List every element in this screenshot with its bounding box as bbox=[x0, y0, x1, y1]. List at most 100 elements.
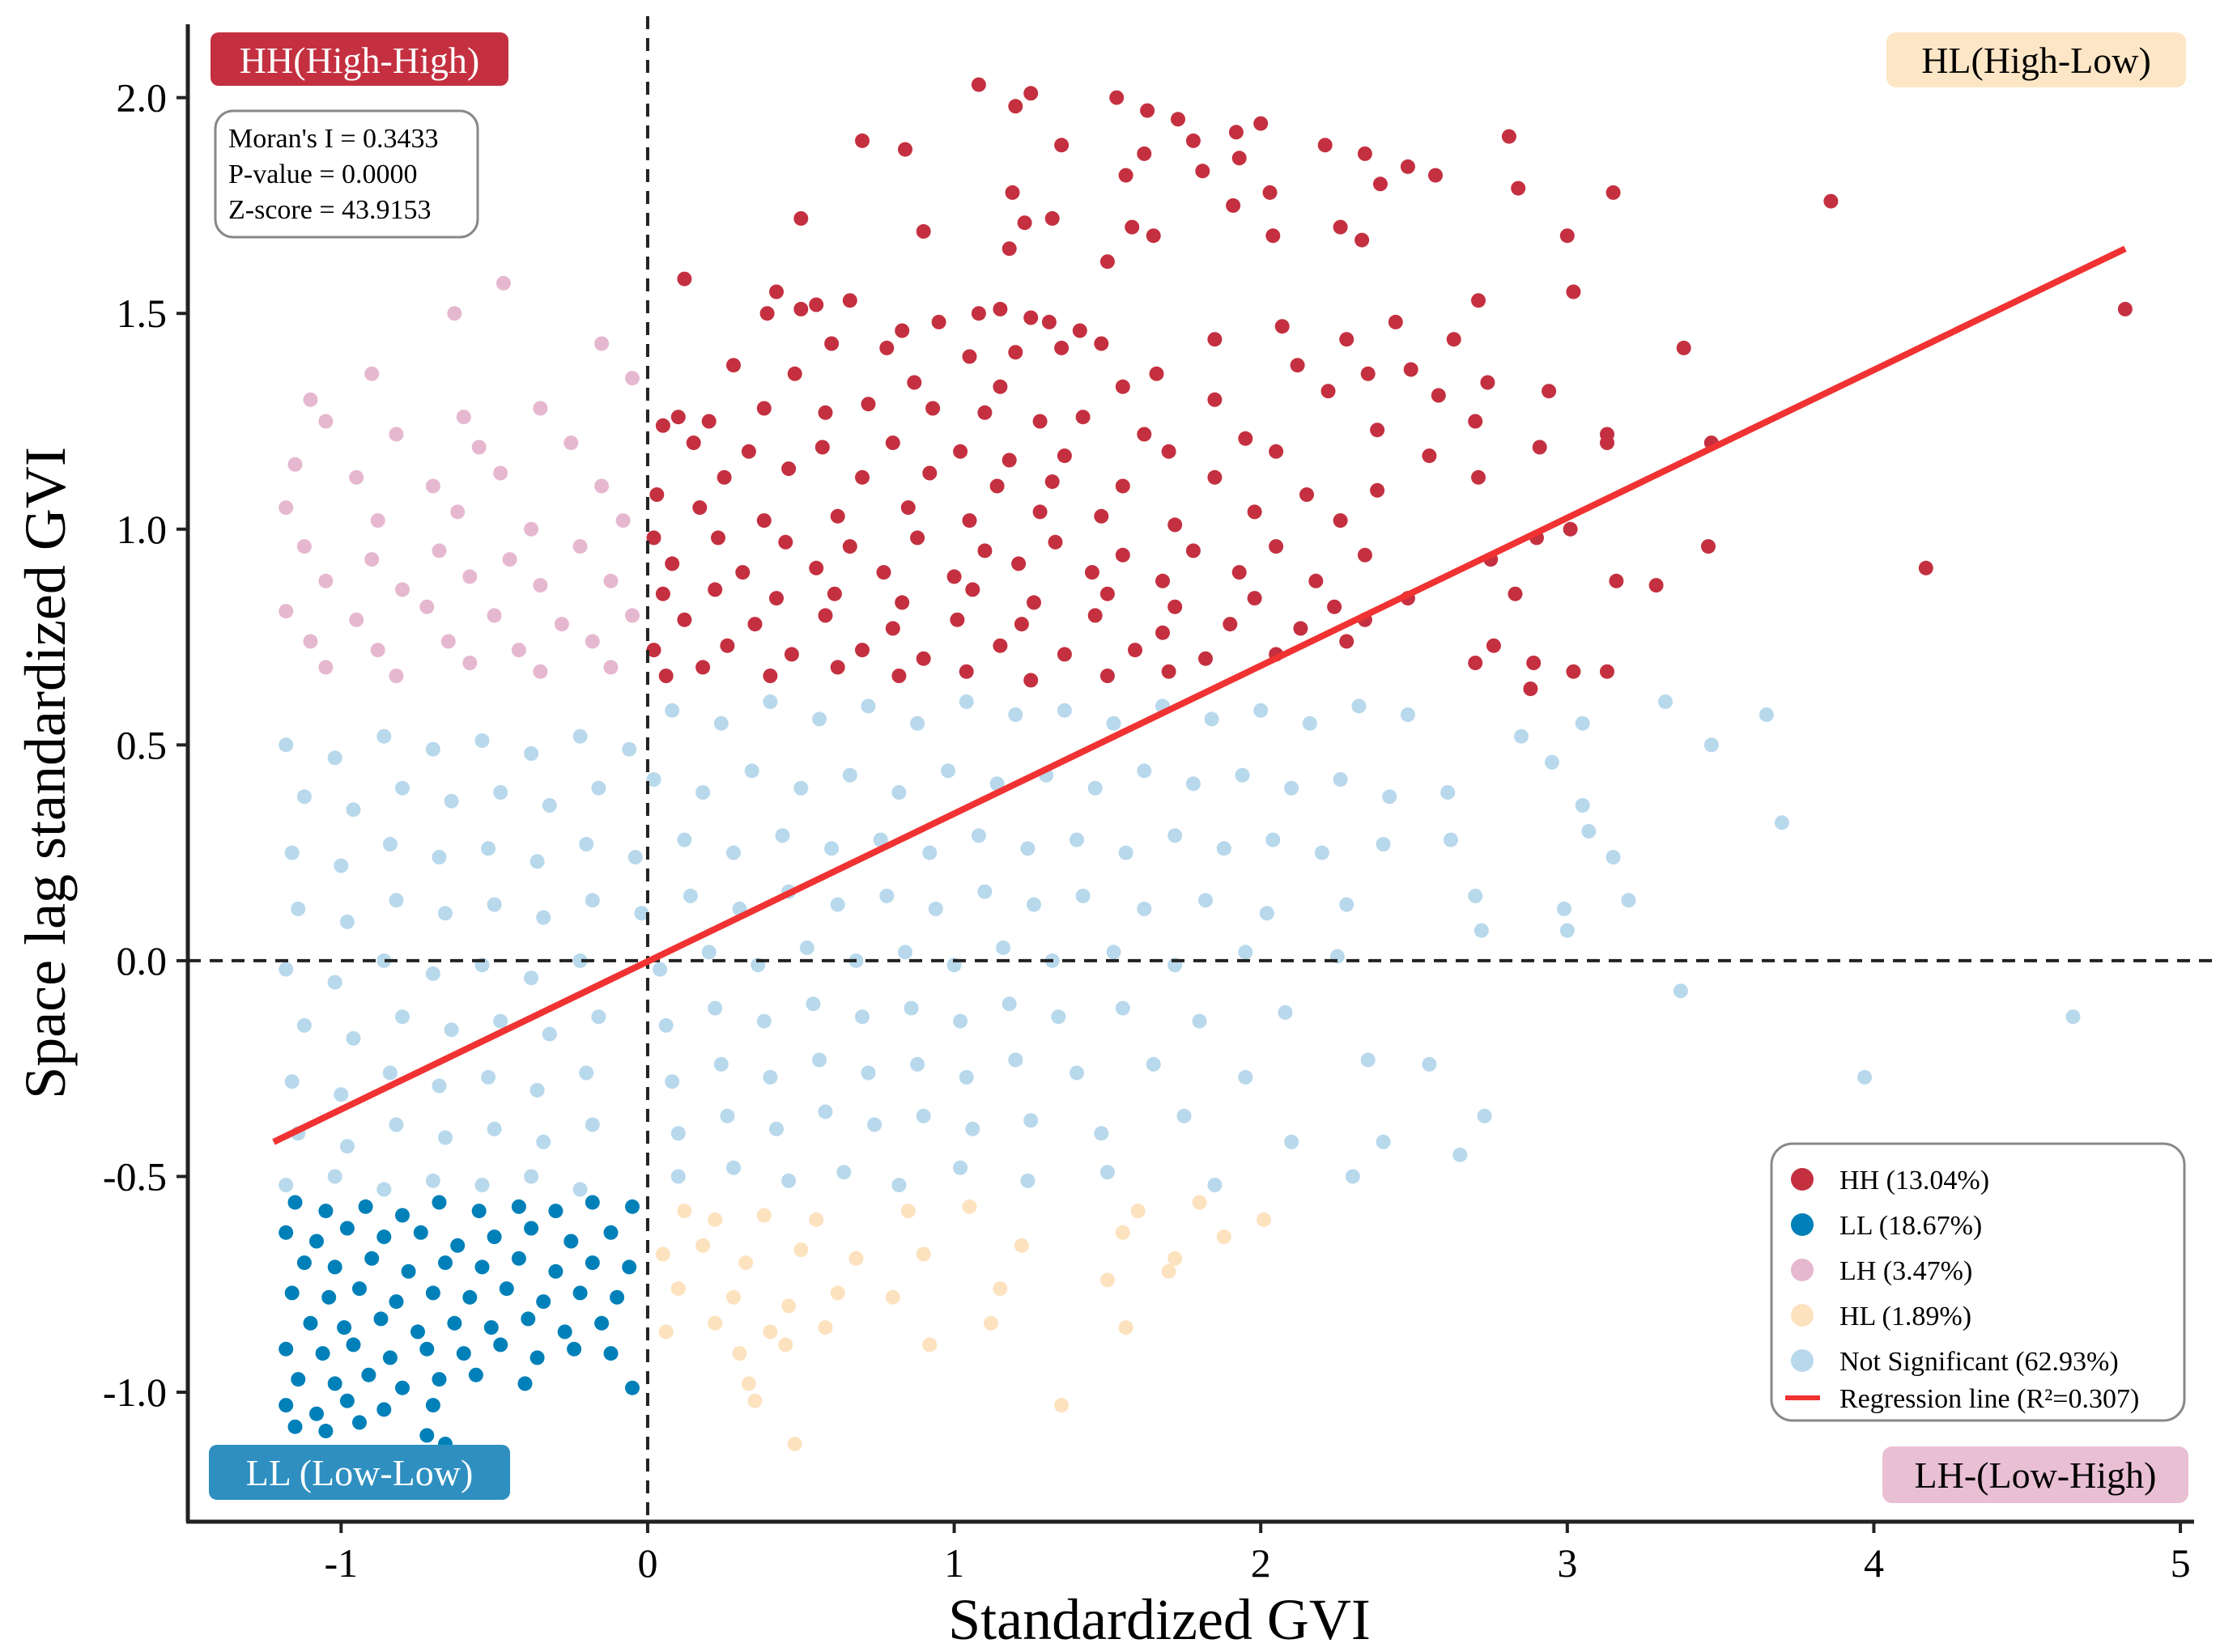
z-score-text: Z-score = 43.9153 bbox=[228, 195, 432, 225]
data-point bbox=[993, 301, 1008, 316]
data-point bbox=[511, 1199, 526, 1214]
data-point bbox=[793, 780, 809, 796]
data-point bbox=[1094, 336, 1109, 351]
data-point bbox=[922, 1337, 938, 1353]
data-point bbox=[925, 401, 941, 416]
data-point bbox=[965, 1121, 980, 1136]
data-point bbox=[726, 845, 741, 860]
data-point bbox=[346, 1030, 361, 1046]
data-point bbox=[1070, 1065, 1084, 1081]
data-point bbox=[1115, 1225, 1130, 1240]
data-point bbox=[701, 945, 717, 960]
quadrant-label-hh-text: HH(High-High) bbox=[240, 40, 479, 81]
data-point bbox=[346, 802, 361, 818]
data-point bbox=[1284, 1134, 1299, 1149]
data-point bbox=[713, 1056, 729, 1072]
data-point bbox=[781, 1173, 797, 1188]
data-point bbox=[1008, 345, 1023, 360]
data-point bbox=[603, 1225, 619, 1240]
data-point bbox=[1099, 254, 1115, 270]
data-point bbox=[962, 513, 977, 529]
data-point bbox=[511, 643, 526, 658]
data-point bbox=[879, 340, 895, 355]
data-point bbox=[622, 1259, 637, 1275]
data-point bbox=[585, 893, 600, 908]
data-point bbox=[665, 1074, 680, 1089]
data-point bbox=[309, 1234, 324, 1249]
data-point bbox=[861, 397, 876, 412]
data-point bbox=[591, 1009, 606, 1025]
data-point bbox=[487, 897, 502, 912]
data-point bbox=[1137, 427, 1152, 442]
data-point bbox=[564, 1234, 579, 1249]
data-point bbox=[1146, 1056, 1161, 1072]
data-point bbox=[655, 418, 670, 433]
data-point bbox=[818, 1104, 833, 1119]
data-point bbox=[1118, 1320, 1133, 1336]
data-point bbox=[916, 651, 931, 666]
data-point bbox=[1167, 517, 1183, 533]
data-point bbox=[432, 1195, 447, 1210]
legend-marker bbox=[1791, 1349, 1814, 1372]
data-point bbox=[382, 837, 398, 851]
data-point bbox=[456, 1346, 471, 1361]
data-point bbox=[1023, 86, 1039, 101]
quadrant-label-hh: HH(High-High) bbox=[211, 32, 508, 86]
data-point bbox=[395, 1009, 410, 1025]
data-point bbox=[594, 478, 610, 494]
data-point bbox=[1075, 410, 1091, 425]
data-point bbox=[787, 366, 802, 381]
data-point bbox=[1002, 996, 1017, 1012]
data-point bbox=[327, 1259, 342, 1275]
data-point bbox=[425, 1173, 440, 1188]
data-point bbox=[1008, 1052, 1023, 1068]
data-point bbox=[557, 1324, 572, 1340]
data-point bbox=[321, 1289, 337, 1305]
data-point bbox=[1278, 1004, 1293, 1020]
data-point bbox=[670, 410, 686, 425]
x-tick-label: 0 bbox=[637, 1540, 657, 1586]
data-point bbox=[1581, 824, 1597, 839]
data-point bbox=[1468, 888, 1483, 903]
data-point bbox=[1605, 185, 1621, 200]
data-point bbox=[1477, 1108, 1492, 1123]
data-point bbox=[303, 1315, 318, 1331]
data-point bbox=[814, 440, 830, 455]
data-point bbox=[303, 634, 318, 649]
data-point bbox=[564, 435, 579, 451]
legend-label: HL (1.89%) bbox=[1839, 1302, 1971, 1331]
data-point bbox=[965, 582, 980, 597]
data-point bbox=[900, 1204, 916, 1219]
data-point bbox=[876, 565, 891, 580]
data-point bbox=[738, 1255, 754, 1271]
data-point bbox=[1099, 1165, 1115, 1180]
data-point bbox=[572, 953, 588, 968]
data-point bbox=[830, 660, 845, 675]
data-point bbox=[296, 789, 312, 805]
data-point bbox=[1231, 565, 1247, 580]
data-point bbox=[1014, 617, 1029, 632]
series-not bbox=[279, 694, 2081, 1197]
data-point bbox=[809, 560, 824, 575]
data-point bbox=[462, 656, 478, 670]
data-point bbox=[327, 1376, 342, 1391]
data-point bbox=[395, 582, 410, 597]
data-point bbox=[1014, 1238, 1029, 1253]
data-point bbox=[756, 401, 772, 416]
data-point bbox=[1054, 340, 1070, 355]
x-tick-label: 5 bbox=[2171, 1540, 2191, 1586]
data-point bbox=[1057, 448, 1072, 464]
data-point bbox=[1400, 159, 1415, 174]
data-point bbox=[1109, 90, 1125, 105]
data-point bbox=[487, 1121, 502, 1136]
data-point bbox=[572, 728, 588, 744]
data-point bbox=[1265, 228, 1281, 244]
data-point bbox=[1403, 362, 1418, 377]
data-point bbox=[1115, 547, 1130, 563]
data-point bbox=[450, 1238, 466, 1253]
data-point bbox=[2117, 301, 2133, 316]
data-point bbox=[1185, 133, 1201, 148]
data-point bbox=[1106, 945, 1121, 960]
data-point bbox=[1327, 599, 1342, 614]
quadrant-label-lh: LH-(Low-High) bbox=[1882, 1446, 2188, 1503]
